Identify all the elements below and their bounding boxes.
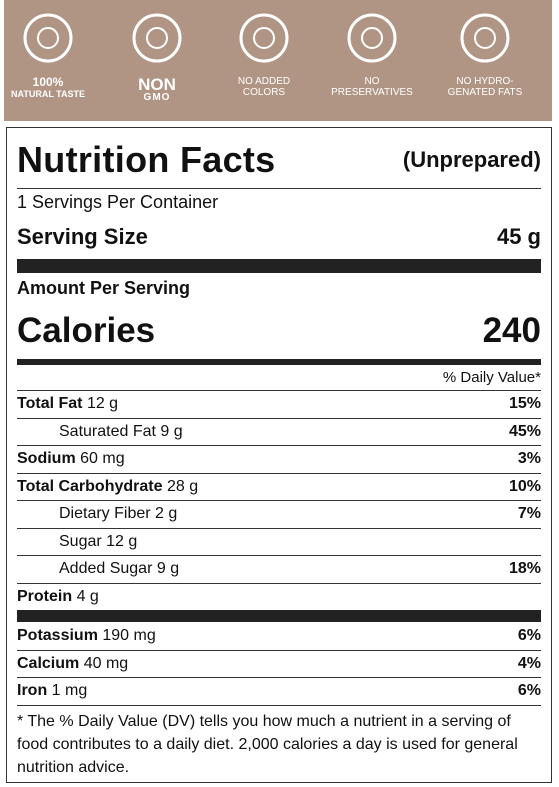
dv-header-row: % Daily Value*: [17, 365, 541, 390]
badge-icon: [23, 13, 73, 63]
nutrient-row: Added Sugar 9 g 18%: [17, 555, 541, 583]
nutrient: Total Carbohydrate 28 g: [17, 478, 198, 496]
medium-rule: [17, 359, 541, 365]
nutrient-amount: 1 mg: [51, 682, 88, 700]
nutrient: Added Sugar 9 g: [59, 560, 179, 578]
badge-line1: NO: [364, 76, 380, 87]
nutrient: Iron 1 mg: [17, 682, 87, 700]
nutrient-dv: 18%: [508, 560, 541, 578]
nutrition-label: Nutrition Facts (Unprepared) 1 Servings …: [6, 127, 552, 783]
badge-line1: NON: [138, 75, 176, 94]
badge-line2: PRESERVATIVES: [331, 87, 413, 98]
nutrient-amount: 28 g: [166, 477, 199, 495]
badge-line2: NATURAL TASTE: [11, 89, 85, 99]
amount-row: Amount Per Serving: [17, 273, 541, 303]
nutrient-amount: 9 g: [160, 422, 183, 440]
nutrient: Sodium 60 mg: [17, 450, 125, 468]
nutrient-amount: 4 g: [76, 587, 99, 605]
badge-icon: [239, 13, 289, 63]
nutrient-name: Potassium: [17, 626, 98, 644]
nutrient-amount: 12 g: [106, 532, 138, 550]
badge: NO PRESERVATIVES: [317, 10, 427, 98]
badge: NON GMO: [102, 10, 212, 103]
calories-row: Calories 240: [17, 303, 541, 359]
nutrient: Sugar 12 g: [59, 533, 137, 551]
footnote: * The % Daily Value (DV) tells you how m…: [17, 704, 541, 779]
thick-rule: [17, 610, 541, 622]
nutrient-name: Added Sugar: [59, 560, 153, 578]
nutrient-name: Saturated Fat: [59, 422, 156, 440]
nutrient-dv: 6%: [517, 682, 541, 700]
serving-size-value: 45 g: [496, 224, 541, 249]
nutrient-amount: 40 mg: [83, 654, 129, 672]
badge-line2: GMO: [143, 92, 171, 103]
feature-banner: 100% NATURAL TASTE NON GMO NO ADDED COLORS NO P…: [4, 0, 552, 121]
nutrient-dv: 3%: [517, 450, 541, 468]
nutrient-dv: 6%: [517, 626, 541, 644]
nutrient-row: Sodium 60 mg 3%: [17, 445, 541, 473]
nutrient: Total Fat 12 g: [17, 395, 118, 413]
badge: NO ADDED COLORS: [209, 10, 319, 98]
title-row: Nutrition Facts (Unprepared): [17, 128, 541, 188]
nutrient-list: Total Fat 12 g 15% Saturated Fat 9 g 45% Sod…: [17, 390, 541, 610]
nutrient-name: Iron: [17, 682, 48, 700]
nutrient-dv: 45%: [508, 422, 541, 440]
nutrient-row: Total Carbohydrate 28 g 10%: [17, 472, 541, 501]
nutrient-amount: 60 mg: [80, 450, 125, 468]
nutrient-name: Total Fat: [17, 395, 83, 413]
nutrient-name: Sugar: [59, 532, 102, 550]
badge-line1: NO ADDED: [237, 76, 291, 87]
nutrient-name: Calcium: [17, 654, 80, 672]
nutrient-row: Iron 1 mg 6%: [17, 677, 541, 705]
nutrient-name: Sodium: [17, 450, 76, 468]
nutrient-name: Protein: [17, 587, 73, 605]
amount-per-serving: Amount Per Serving: [17, 277, 191, 298]
badge: NO HYDRO- GENATED FATS: [430, 10, 540, 98]
title: Nutrition Facts: [17, 139, 276, 180]
badge-line1: 100%: [32, 75, 64, 89]
nutrient: Protein 4 g: [17, 588, 99, 606]
badge: 100% NATURAL TASTE: [0, 10, 103, 99]
subtitle: (Unprepared): [402, 147, 541, 172]
nutrient: Dietary Fiber 2 g: [59, 505, 177, 523]
calories-value: 240: [482, 311, 541, 350]
nutrient-dv: 10%: [508, 477, 541, 495]
thick-rule: [17, 259, 541, 273]
badge-line2: GENATED FATS: [447, 87, 523, 98]
nutrient: Saturated Fat 9 g: [59, 423, 183, 441]
servings: 1 Servings Per Container: [17, 191, 219, 212]
serving-size-label: Serving Size: [17, 224, 148, 249]
nutrient-dv: 4%: [517, 654, 541, 672]
nutrient: Potassium 190 mg: [17, 627, 156, 645]
nutrient-row: Sugar 12 g: [17, 527, 541, 556]
nutrient-dv: 7%: [517, 505, 541, 523]
nutrient-name: Total Carbohydrate: [17, 477, 163, 495]
nutrient-name: Dietary Fiber: [59, 505, 151, 523]
badge-line1: NO HYDRO-: [456, 76, 514, 87]
nutrient-row: Protein 4 g: [17, 582, 541, 611]
nutrient-dv: 15%: [508, 395, 541, 413]
mineral-list: Potassium 190 mg 6% Calcium 40 mg 4% Iron 1 …: [17, 622, 541, 705]
nutrient-row: Saturated Fat 9 g 45%: [17, 417, 541, 446]
servings-row: 1 Servings Per Container: [17, 188, 541, 215]
badge-line2: COLORS: [242, 87, 286, 98]
nutrient-row: Potassium 190 mg 6%: [17, 622, 541, 650]
badge-icon: [347, 13, 397, 63]
calories-label: Calories: [17, 311, 156, 350]
nutrient: Calcium 40 mg: [17, 655, 128, 673]
dv-header: % Daily Value*: [442, 369, 541, 386]
serving-size-row: Serving Size 45 g: [17, 215, 541, 259]
nutrient-amount: 2 g: [155, 505, 178, 523]
nutrient-row: Dietary Fiber 2 g 7%: [17, 500, 541, 528]
nutrient-amount: 12 g: [86, 395, 119, 413]
badge-icon: [132, 13, 182, 63]
nutrient-row: Calcium 40 mg 4%: [17, 649, 541, 678]
badge-icon: [460, 13, 510, 63]
nutrient-row: Total Fat 12 g 15%: [17, 390, 541, 418]
nutrient-amount: 190 mg: [102, 626, 156, 644]
nutrient-amount: 9 g: [156, 560, 180, 578]
